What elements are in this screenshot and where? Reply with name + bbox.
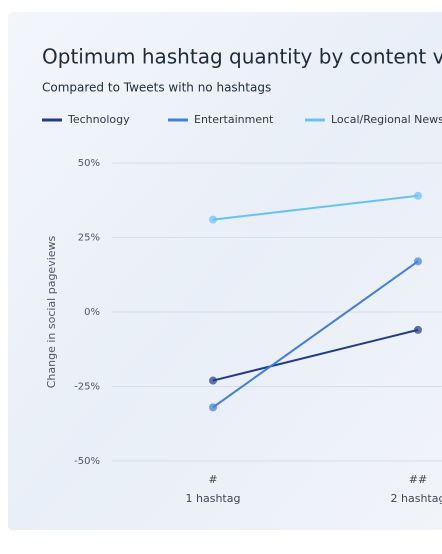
chart-subtitle: Compared to Tweets with no hashtags [42,81,271,95]
x-tick-symbol: # [208,473,217,486]
y-tick-label: -25% [74,382,100,393]
y-tick-label: -50% [74,456,100,467]
data-point [209,376,217,385]
data-point [414,325,422,334]
x-tick-symbol: ## [409,473,427,486]
y-tick-label: 0% [84,307,100,318]
data-point [209,215,217,224]
y-axis-label: Change in social pageviews [45,235,58,388]
card [8,12,442,530]
legend-label: Technology [67,113,130,126]
data-point [414,257,422,266]
y-tick-label: 50% [78,158,100,169]
series-line [212,194,419,221]
series-line [212,328,419,382]
x-tick-label: 1 hashtag [186,492,241,505]
data-point [414,191,422,200]
x-tick-label: 2 hashtag [391,492,442,505]
chart-title: Optimum hashtag quantity by content vert… [42,45,442,69]
legend-label: Entertainment [194,113,274,126]
data-point [209,403,217,412]
y-tick-label: 25% [78,233,100,244]
legend-label: Local/Regional News [331,113,442,126]
series-line [212,260,419,409]
